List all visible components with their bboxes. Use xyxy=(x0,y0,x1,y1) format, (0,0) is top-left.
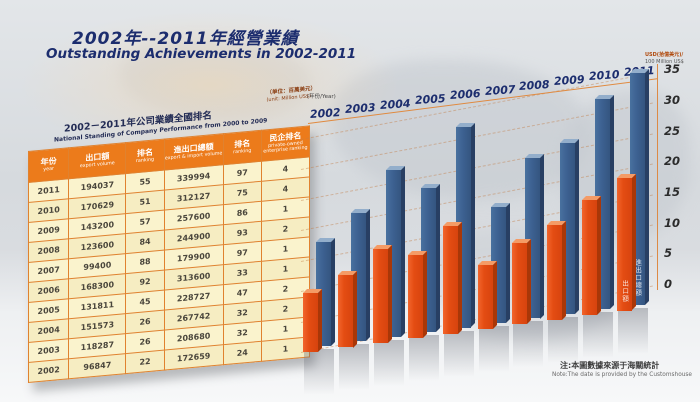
tick-label: 15 xyxy=(664,184,681,199)
bar-reflection-2008 xyxy=(513,321,544,368)
y-axis-line xyxy=(657,64,658,290)
x-axis-label: (年份/Year) xyxy=(307,94,336,100)
bar-reflection-2004 xyxy=(373,339,404,386)
bar-export-2008 xyxy=(512,243,528,325)
bar-label-total: 進出口總額 xyxy=(633,259,642,297)
year-label-2005: 2005 xyxy=(414,91,446,107)
year-label-2002: 2002 xyxy=(309,105,342,122)
performance-table: 年份 year 出口額 export volume 排名 ranking 進出口總額 expo… xyxy=(28,125,310,383)
tick-label: 20 xyxy=(664,154,681,169)
year-label-2010: 2010 xyxy=(588,68,621,84)
bar-export-2006 xyxy=(442,226,458,334)
y-axis-unit-en: 100 Million US$ xyxy=(645,58,684,65)
year-label-2008: 2008 xyxy=(518,77,551,93)
year-label-2003: 2003 xyxy=(344,101,376,117)
bar-reflection-2005 xyxy=(408,335,439,382)
bar-export-2011: 出口額 xyxy=(617,178,633,311)
page-title-zh: 2002年--2011年經營業績 xyxy=(72,29,299,49)
bar-export-2004 xyxy=(372,248,388,343)
tick-label: 10 xyxy=(664,215,681,230)
tick-label: 0 xyxy=(664,277,673,291)
table-header-cell: 年份 year xyxy=(28,147,69,183)
bar-label-export: 出口額 xyxy=(620,280,629,303)
tick-label: 25 xyxy=(664,123,681,138)
source-note-zh: 注:本圖數據來源于海關統計 xyxy=(560,361,660,370)
bar-export-2009 xyxy=(547,224,563,320)
bar-reflection-2002 xyxy=(304,349,334,395)
table-header-cell: 排名 ranking xyxy=(223,130,262,165)
tick-label: 5 xyxy=(664,246,673,261)
year-label-2006: 2006 xyxy=(449,87,481,103)
table-cell: 2002 xyxy=(28,358,69,383)
table-cell: 172659 xyxy=(164,344,224,371)
page-title-en: Outstanding Achievements in 2002-2011 xyxy=(46,46,357,62)
bar-reflection-2007 xyxy=(478,326,509,372)
bar-export-2003 xyxy=(337,274,353,348)
table-header-cell: 排名 ranking xyxy=(125,139,165,174)
year-label-2004: 2004 xyxy=(379,96,411,112)
bar-export-2005 xyxy=(407,255,423,339)
table-cell: 96847 xyxy=(68,353,126,379)
table-cell: 22 xyxy=(125,350,165,374)
table-header-cell: 民企排名 private-owned enterprise ranking xyxy=(261,125,310,162)
bar-export-2010 xyxy=(582,200,598,316)
tick-label: 30 xyxy=(664,92,681,107)
bar-export-2007 xyxy=(477,264,493,329)
table-section: （单位：百萬美元） (unit: Million US$) 2002－2011年… xyxy=(28,86,316,383)
year-label-2009: 2009 xyxy=(553,73,586,89)
y-axis-unit-label: USD(拾億美元)/ 100 Million US$ xyxy=(645,52,684,65)
y-axis-unit-zh: USD(拾億美元)/ xyxy=(645,52,684,58)
bar-reflection-2011 xyxy=(618,307,649,354)
bar-reflection-2006 xyxy=(443,330,474,377)
source-note-en: Note:The date is provided by the Customs… xyxy=(552,372,692,378)
bar-reflection-2010 xyxy=(583,312,614,359)
year-label-2007: 2007 xyxy=(484,82,516,98)
tick-label: 35 xyxy=(664,62,681,77)
bar-reflection-2003 xyxy=(338,344,369,391)
table-cell: 24 xyxy=(223,341,262,365)
bar-reflection-2009 xyxy=(548,316,579,363)
bar-export-2002 xyxy=(303,293,318,352)
